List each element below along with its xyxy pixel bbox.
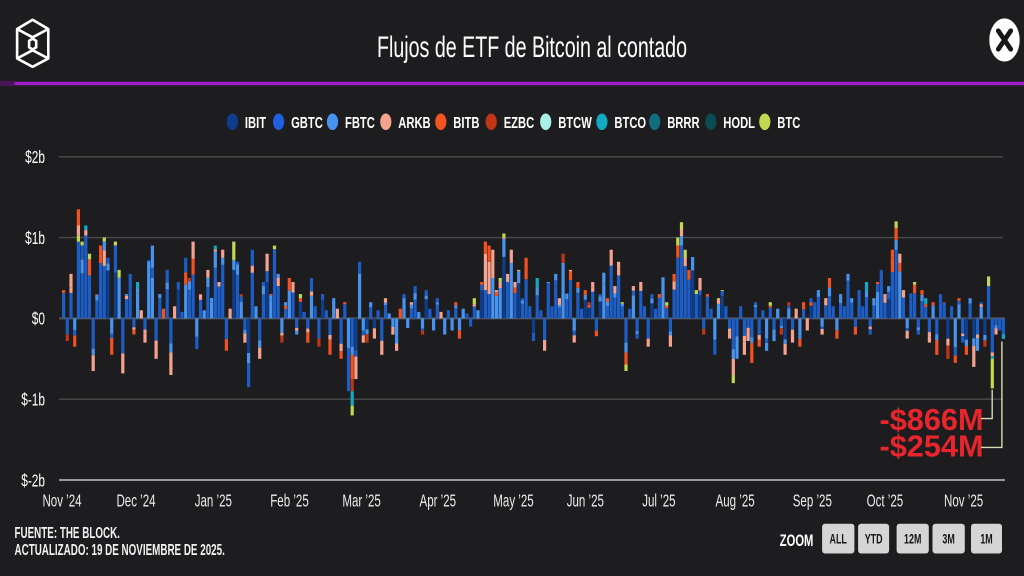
svg-text:YTD: YTD bbox=[865, 533, 883, 547]
svg-text:Flujos de ETF de Bitcoin al co: Flujos de ETF de Bitcoin al contado bbox=[377, 31, 687, 64]
svg-text:$-1b: $-1b bbox=[21, 390, 45, 410]
svg-text:Dec ’24: Dec ’24 bbox=[116, 492, 155, 511]
svg-text:IBIT: IBIT bbox=[245, 113, 267, 132]
svg-text:$2b: $2b bbox=[25, 148, 45, 168]
svg-text:HODL: HODL bbox=[723, 113, 755, 132]
svg-text:$1b: $1b bbox=[25, 229, 45, 249]
svg-text:-$866M: -$866M bbox=[879, 402, 983, 437]
svg-text:$-2b: $-2b bbox=[21, 471, 45, 491]
svg-text:May ’25: May ’25 bbox=[493, 492, 533, 511]
svg-text:1M: 1M bbox=[980, 533, 992, 547]
svg-text:ACTUALIZADO: 19 DE NOVIEMBRE D: ACTUALIZADO: 19 DE NOVIEMBRE DE 2025. bbox=[15, 541, 225, 559]
svg-text:Feb ’25: Feb ’25 bbox=[270, 492, 309, 511]
svg-text:Aug ’25: Aug ’25 bbox=[716, 492, 755, 511]
svg-text:Nov ’24: Nov ’24 bbox=[42, 492, 81, 511]
svg-text:Sep ’25: Sep ’25 bbox=[793, 492, 832, 511]
svg-text:FBTC: FBTC bbox=[345, 113, 375, 132]
svg-text:ALL: ALL bbox=[830, 533, 847, 547]
svg-text:BTCO: BTCO bbox=[614, 113, 646, 132]
svg-text:Jan ’25: Jan ’25 bbox=[195, 492, 232, 511]
svg-text:Jun ’25: Jun ’25 bbox=[567, 492, 604, 511]
svg-text:ZOOM: ZOOM bbox=[780, 532, 814, 551]
svg-text:EZBC: EZBC bbox=[504, 113, 534, 132]
svg-text:BITB: BITB bbox=[453, 113, 479, 132]
svg-text:Nov ’25: Nov ’25 bbox=[944, 492, 983, 511]
svg-text:Jul ’25: Jul ’25 bbox=[642, 492, 675, 511]
svg-text:-$254M: -$254M bbox=[879, 428, 983, 463]
svg-text:BTCW: BTCW bbox=[558, 113, 592, 132]
svg-text:Mar ’25: Mar ’25 bbox=[342, 492, 380, 511]
svg-text:3M: 3M bbox=[942, 533, 954, 547]
svg-text:Apr ’25: Apr ’25 bbox=[420, 492, 457, 511]
svg-text:Oct ’25: Oct ’25 bbox=[867, 492, 904, 511]
svg-text:ARKB: ARKB bbox=[398, 113, 430, 132]
svg-text:BRRR: BRRR bbox=[667, 113, 699, 132]
svg-text:$0: $0 bbox=[32, 309, 45, 329]
svg-text:BTC: BTC bbox=[777, 113, 800, 132]
svg-text:FUENTE: THE BLOCK.: FUENTE: THE BLOCK. bbox=[15, 524, 120, 542]
svg-text:GBTC: GBTC bbox=[291, 113, 323, 132]
svg-text:12M: 12M bbox=[904, 533, 921, 547]
